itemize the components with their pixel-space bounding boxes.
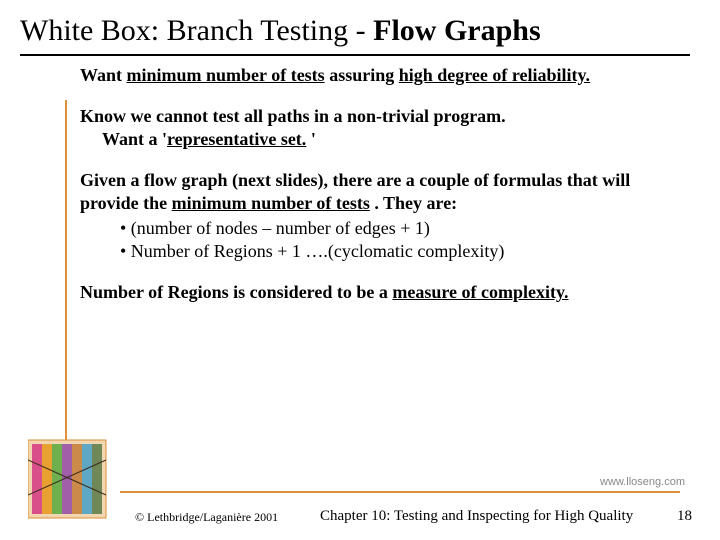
slide: White Box: Branch Testing - Flow Graphs … (0, 0, 720, 540)
p4-b: measure of complexity. (392, 282, 568, 302)
p1-c: assuring (325, 65, 399, 85)
paragraph-2a: Know we cannot test all paths in a non-t… (80, 105, 690, 128)
paragraph-4: Number of Regions is considered to be a … (80, 281, 690, 304)
p4-a: Number of Regions is considered to be a (80, 282, 392, 302)
paragraph-1: Want minimum number of tests assuring hi… (80, 64, 690, 87)
paragraph-3: Given a flow graph (next slides), there … (80, 169, 690, 215)
paragraph-2b: Want a 'representative set. ' (80, 128, 690, 151)
footer-chapter: Chapter 10: Testing and Inspecting for H… (320, 508, 633, 525)
p3-b: minimum number of tests (172, 193, 370, 213)
slide-title: White Box: Branch Testing - Flow Graphs (20, 14, 541, 48)
footer-copyright: © Lethbridge/Laganière 2001 (135, 510, 278, 525)
bullet-2: • Number of Regions + 1 ….(cyclomatic co… (120, 240, 690, 263)
title-underline (20, 54, 690, 56)
p1-b: minimum number of tests (127, 65, 325, 85)
title-bold: Flow Graphs (373, 14, 541, 47)
p3-c: . They are: (370, 193, 457, 213)
footer-accent-line (120, 491, 680, 493)
footer-url: www.lloseng.com (600, 476, 685, 488)
title-plain: White Box: Branch Testing - (20, 14, 373, 47)
bullet-1: • (number of nodes – number of edges + 1… (120, 217, 690, 240)
p1-d: high degree of reliability. (399, 65, 590, 85)
sidebar-decor-icon (28, 100, 108, 520)
p1-a: Want (80, 65, 127, 85)
slide-body: Want minimum number of tests assuring hi… (80, 64, 690, 322)
footer-page-number: 18 (677, 508, 692, 525)
bullet-list: • (number of nodes – number of edges + 1… (120, 217, 690, 263)
p2b-c: ' (306, 129, 316, 149)
p2b-b: representative set. (167, 129, 306, 149)
p2b-a: Want a ' (102, 129, 167, 149)
